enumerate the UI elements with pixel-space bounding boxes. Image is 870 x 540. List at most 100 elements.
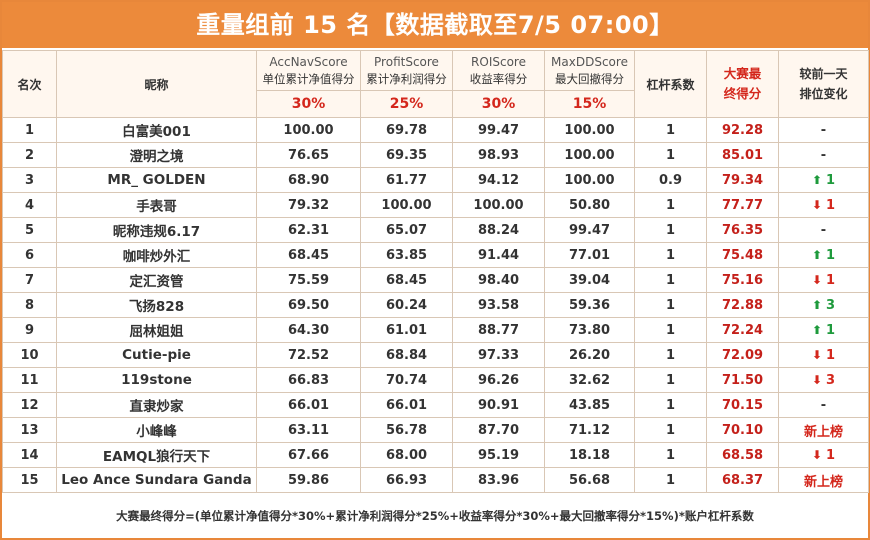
rank-change-value: 1 — [826, 197, 836, 213]
rank-cell: 1 — [2, 117, 57, 143]
rank-cell: 10 — [2, 342, 57, 368]
ranking-table: 名次 昵称 AccNavScore 单位累计净值得分 ProfitScore 累… — [2, 50, 869, 493]
table-row: 8 飞扬828 69.50 60.24 93.58 59.36 1 72.88 ⬆ 3 — [2, 292, 869, 318]
table-row: 5 昵称违规6.17 62.31 65.07 88.24 99.47 1 76.35 - — [2, 217, 869, 243]
profit-cell: 61.77 — [360, 167, 453, 193]
nickname-cell: 澄明之境 — [56, 142, 257, 168]
profit-cell: 63.85 — [360, 242, 453, 268]
rank-cell: 7 — [2, 267, 57, 293]
leverage-cell: 1 — [634, 292, 707, 318]
header-leverage-label: 杠杆系数 — [646, 77, 695, 92]
header-leverage: 杠杆系数 — [634, 50, 707, 118]
maxdd-cell: 39.04 — [544, 267, 635, 293]
maxdd-cell: 26.20 — [544, 342, 635, 368]
profit-cell: 68.84 — [360, 342, 453, 368]
profit-cell: 70.74 — [360, 367, 453, 393]
down-arrow-icon: ⬇ — [811, 272, 822, 287]
leverage-cell: 1 — [634, 417, 707, 443]
profit-cell: 68.00 — [360, 442, 453, 468]
profit-cell: 69.78 — [360, 117, 453, 143]
acc-cell: 75.59 — [256, 267, 361, 293]
profit-cell: 100.00 — [360, 192, 453, 218]
roi-cell: 96.26 — [452, 367, 545, 393]
acc-cell: 66.83 — [256, 367, 361, 393]
new-entry-badge: 新上榜 — [803, 424, 843, 440]
acc-cell: 67.66 — [256, 442, 361, 468]
header-final-line1: 大赛最 — [723, 66, 762, 81]
profit-cell: 66.93 — [360, 467, 453, 493]
leverage-cell: 1 — [634, 467, 707, 493]
acc-cell: 64.30 — [256, 317, 361, 343]
rank-cell: 14 — [2, 442, 57, 468]
table-row: 4 手表哥 79.32 100.00 100.00 50.80 1 77.77 ⬇ 1 — [2, 192, 869, 218]
roi-cell: 90.91 — [452, 392, 545, 418]
nickname-cell: 昵称违规6.17 — [56, 217, 257, 243]
rank-change-value: - — [820, 122, 827, 138]
rank-change-cell: ⬆ 1 — [778, 242, 869, 268]
rank-change-cell: ⬆ 1 — [778, 167, 869, 193]
header-maxdd-en: MaxDDScore — [551, 54, 628, 69]
roi-cell: 93.58 — [452, 292, 545, 318]
rank-cell: 2 — [2, 142, 57, 168]
leverage-cell: 1 — [634, 142, 707, 168]
table-body: 1 白富美001 100.00 69.78 99.47 100.00 1 92.28- 2 澄明… — [2, 117, 869, 493]
profit-cell: 65.07 — [360, 217, 453, 243]
rank-cell: 6 — [2, 242, 57, 268]
header-acc-en: AccNavScore — [269, 54, 348, 69]
roi-cell: 88.24 — [452, 217, 545, 243]
maxdd-cell: 99.47 — [544, 217, 635, 243]
profit-cell: 68.45 — [360, 267, 453, 293]
header-profit-cn: 累计净利润得分 — [366, 71, 447, 86]
header-final-line2: 终得分 — [723, 86, 762, 101]
leverage-cell: 1 — [634, 267, 707, 293]
table-row: 15 Leo Ance Sundara Ganda 59.86 66.93 83.96 5… — [2, 467, 869, 493]
nickname-cell: MR_ GOLDEN — [56, 167, 257, 193]
final-score-cell: 77.77 — [706, 192, 779, 218]
weight-maxdd: 15% — [544, 90, 635, 118]
page-title: 重量组前 15 名【数据截取至7/5 07:00】 — [2, 2, 868, 48]
leverage-cell: 1 — [634, 117, 707, 143]
acc-cell: 68.45 — [256, 242, 361, 268]
leverage-cell: 0.9 — [634, 167, 707, 193]
acc-cell: 69.50 — [256, 292, 361, 318]
profit-cell: 66.01 — [360, 392, 453, 418]
header-acc: AccNavScore 单位累计净值得分 — [256, 50, 361, 91]
rank-change-value: 1 — [826, 272, 836, 288]
final-score-cell: 70.15 — [706, 392, 779, 418]
header-roi-cn: 收益率得分 — [469, 71, 528, 86]
final-score-cell: 79.34 — [706, 167, 779, 193]
maxdd-cell: 50.80 — [544, 192, 635, 218]
nickname-cell: Leo Ance Sundara Ganda — [56, 467, 257, 493]
acc-cell: 100.00 — [256, 117, 361, 143]
roi-cell: 95.19 — [452, 442, 545, 468]
roi-cell: 98.40 — [452, 267, 545, 293]
profit-cell: 60.24 — [360, 292, 453, 318]
profit-cell: 69.35 — [360, 142, 453, 168]
final-score-cell: 72.88 — [706, 292, 779, 318]
rank-change-value: 1 — [826, 322, 836, 338]
down-arrow-icon: ⬇ — [811, 197, 822, 212]
leverage-cell: 1 — [634, 242, 707, 268]
new-entry-badge: 新上榜 — [803, 474, 843, 490]
acc-cell: 63.11 — [256, 417, 361, 443]
up-arrow-icon: ⬆ — [811, 322, 822, 337]
nickname-cell: 直隶炒家 — [56, 392, 257, 418]
rank-cell: 5 — [2, 217, 57, 243]
rank-change-cell: ⬆ 3 — [778, 292, 869, 318]
rank-cell: 13 — [2, 417, 57, 443]
nickname-cell: 屈林姐姐 — [56, 317, 257, 343]
maxdd-cell: 71.12 — [544, 417, 635, 443]
profit-cell: 61.01 — [360, 317, 453, 343]
rank-change-value: 1 — [826, 172, 836, 188]
nickname-cell: 小峰峰 — [56, 417, 257, 443]
nickname-cell: 咖啡炒外汇 — [56, 242, 257, 268]
roi-cell: 100.00 — [452, 192, 545, 218]
table-row: 12 直隶炒家 66.01 66.01 90.91 43.85 1 70.15- — [2, 392, 869, 418]
leverage-cell: 1 — [634, 342, 707, 368]
maxdd-cell: 100.00 — [544, 167, 635, 193]
up-arrow-icon: ⬆ — [811, 297, 822, 312]
final-score-cell: 72.09 — [706, 342, 779, 368]
maxdd-cell: 100.00 — [544, 117, 635, 143]
header-maxdd: MaxDDScore 最大回撤得分 — [544, 50, 635, 91]
